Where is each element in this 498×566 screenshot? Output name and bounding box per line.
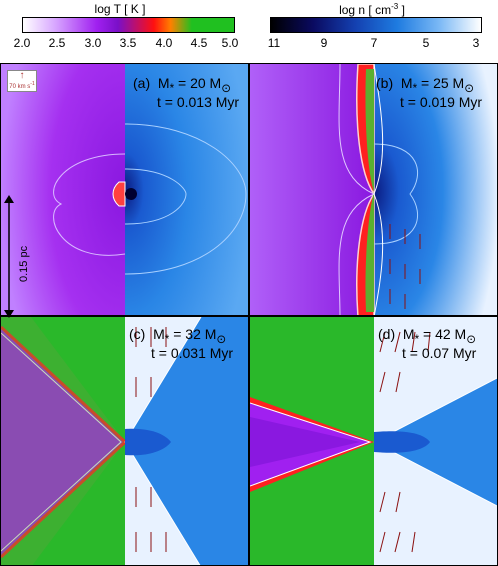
mass-symbol: M <box>153 326 165 342</box>
mass-sub: * <box>412 81 418 95</box>
panel-d-time: t = 0.07 Myr <box>402 345 477 361</box>
dens-tick: 9 <box>320 36 328 50</box>
mass-value: = 32 M <box>169 326 217 342</box>
velocity-key-label: 70 km s <box>9 84 31 90</box>
panel-a-image <box>1 64 248 315</box>
density-title-exp: -3 <box>391 2 399 11</box>
temp-tick: 5.0 <box>221 36 239 50</box>
panel-b-mass: (b) M* = 25 M⊙ <box>376 74 474 98</box>
density-colorbar <box>270 17 482 33</box>
dens-tick: 3 <box>472 36 480 50</box>
mass-symbol: M <box>402 326 415 342</box>
panel-b-image <box>250 64 497 315</box>
density-title-end: ] <box>398 3 405 17</box>
density-title-text: log n [ cm <box>339 3 392 17</box>
temp-tick: 2.0 <box>13 36 31 50</box>
mass-symbol: M <box>157 75 170 91</box>
panel-tag: (a) <box>133 75 151 91</box>
mass-sub: * <box>164 332 170 346</box>
scale-bar <box>4 195 14 318</box>
sun-icon: ⊙ <box>466 332 476 346</box>
panel-d: (d) M* = 42 M⊙ t = 0.07 Myr <box>249 316 498 566</box>
mass-sub: * <box>414 332 420 346</box>
temp-tick: 4.5 <box>190 36 208 50</box>
temperature-colorbar <box>22 17 235 33</box>
sun-icon: ⊙ <box>464 81 474 95</box>
sun-icon: ⊙ <box>221 81 231 95</box>
panel-tag: (c) <box>129 326 146 342</box>
panel-c: (c) M* = 32 M⊙ t = 0.031 Myr <box>0 316 249 566</box>
panel-b: (b) M* = 25 M⊙ t = 0.019 Myr <box>249 63 498 316</box>
panel-a-mass: (a) M* = 20 M⊙ <box>133 74 231 98</box>
panel-a-time: t = 0.013 Myr <box>157 94 240 110</box>
mass-value: = 42 M <box>419 326 467 342</box>
dens-tick: 5 <box>422 36 430 50</box>
panel-a: ↑ 70 km s-1 (a) M* = 20 M⊙ t = 0.013 Myr <box>0 63 249 316</box>
panel-c-time: t = 0.031 Myr <box>151 345 234 361</box>
dens-tick: 11 <box>267 36 281 50</box>
temp-tick: 3.5 <box>119 36 137 50</box>
temperature-colorbar-title: log T [ K ] <box>94 2 146 16</box>
mass-value: = 20 M <box>174 75 222 91</box>
mass-sub: * <box>169 81 175 95</box>
panel-d-mass: (d) M* = 42 M⊙ <box>378 325 476 349</box>
arrow-up-icon: ↑ <box>19 70 25 81</box>
velocity-key-exp: -1 <box>30 81 35 87</box>
dens-tick: 7 <box>370 36 378 50</box>
sun-icon: ⊙ <box>216 332 227 346</box>
mass-symbol: M <box>400 75 413 91</box>
scale-label: 0.15 pc <box>18 245 30 282</box>
temp-tick: 3.0 <box>84 36 102 50</box>
temp-tick: 2.5 <box>48 36 66 50</box>
panel-tag: (b) <box>376 75 394 91</box>
temp-tick: 4.0 <box>155 36 173 50</box>
density-colorbar-title: log n [ cm-3 ] <box>272 2 472 17</box>
panel-c-mass: (c) M* = 32 M⊙ <box>129 325 226 349</box>
panel-b-time: t = 0.019 Myr <box>400 94 483 110</box>
velocity-key: ↑ 70 km s-1 <box>7 70 37 92</box>
panel-c-image <box>1 317 248 565</box>
mass-value: = 25 M <box>417 75 465 91</box>
panel-tag: (d) <box>378 326 396 342</box>
panel-d-image <box>250 317 497 565</box>
